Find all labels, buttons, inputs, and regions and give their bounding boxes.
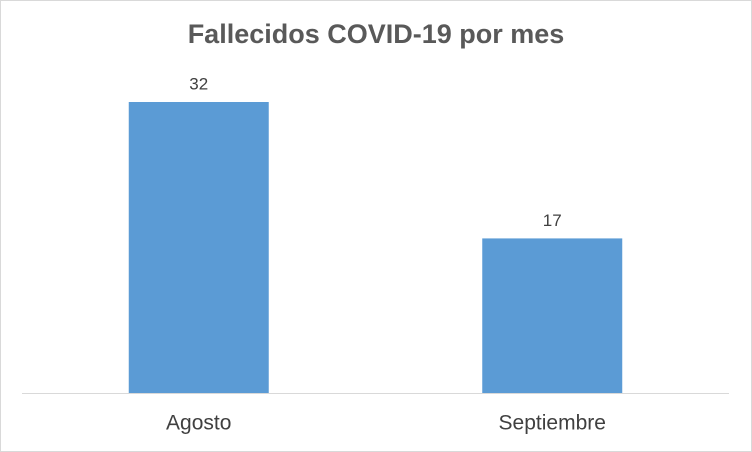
bar (482, 238, 623, 393)
bar (128, 102, 269, 393)
value-label: 32 (189, 74, 208, 93)
chart-title: Fallecidos COVID-19 por mes (188, 19, 565, 49)
x-tick-label: Agosto (166, 412, 231, 435)
x-tick-label: Septiembre (499, 412, 606, 435)
value-label: 17 (543, 211, 562, 230)
